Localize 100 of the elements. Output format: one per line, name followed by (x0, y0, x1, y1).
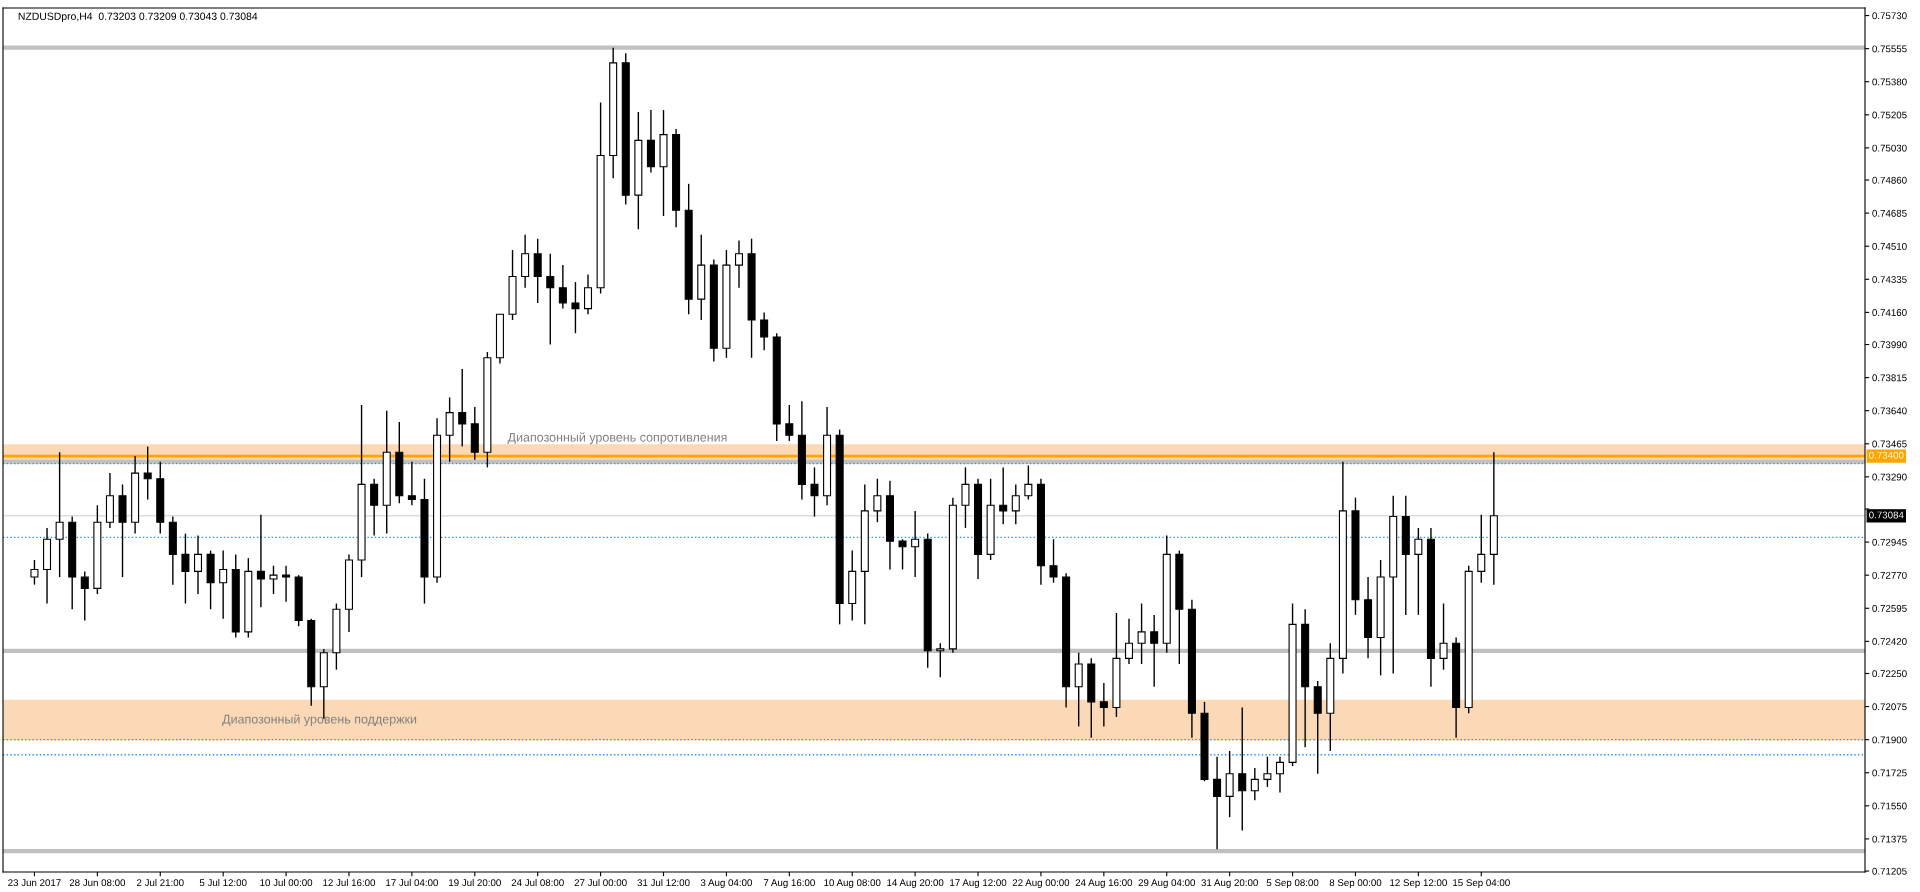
x-tick-label: 24 Jul 08:00 (511, 878, 564, 887)
candlestick (1439, 602, 1448, 671)
chart-title: NZDUSDpro,H4 0.73203 0.73209 0.73043 0.73084 (18, 12, 258, 23)
y-tick-label: 0.73290 (1872, 473, 1907, 481)
candlestick (1099, 682, 1108, 728)
x-tick-label: 3 Aug 04:00 (700, 879, 752, 889)
candlestick (584, 273, 593, 315)
candlestick (873, 478, 882, 523)
y-tick-label: 0.73465 (1872, 440, 1907, 448)
candlestick (961, 466, 970, 529)
candlestick (1074, 651, 1083, 728)
x-tick-label: 12 Sep 12:00 (1390, 879, 1447, 889)
x-tick-label: 7 Aug 16:00 (763, 879, 815, 889)
x-tick-label: 2 Jul 21:00 (136, 878, 184, 887)
y-tick-label: 0.74335 (1872, 276, 1907, 283)
candlestick (785, 404, 794, 442)
x-tick-label: 17 Jul 04:00 (386, 878, 438, 887)
band-label: Диапозонный уровень поддержки (222, 714, 417, 727)
y-tick-label: 0.71900 (1872, 736, 1907, 744)
candlestick (407, 461, 416, 506)
candlestick (760, 311, 769, 351)
y-tick-label: 0.75380 (1872, 78, 1907, 86)
y-tick-label: 0.74160 (1872, 309, 1907, 316)
x-tick-label: 19 Jul 20:00 (449, 878, 501, 887)
candlestick (1213, 755, 1222, 851)
candlestick (458, 368, 467, 448)
candlestick (911, 510, 920, 578)
y-tick-label: 0.75555 (1872, 45, 1907, 53)
candlestick (30, 559, 39, 586)
candlestick (999, 466, 1008, 525)
y-tick-label: 0.72250 (1872, 670, 1907, 678)
x-tick-label: 29 Aug 04:00 (1138, 879, 1196, 889)
x-tick-label: 28 Jun 08:00 (69, 879, 126, 887)
candlestick (1263, 755, 1272, 788)
candlestick (181, 532, 190, 605)
x-tick-label: 14 Aug 20:00 (887, 879, 944, 889)
y-tick-label: 0.75730 (1872, 12, 1907, 20)
candlestick (533, 237, 542, 304)
x-tick-label: 5 Sep 08:00 (1266, 879, 1319, 889)
candlestick (370, 478, 379, 537)
y-tick-label: 0.72945 (1872, 538, 1907, 546)
ref-line-label: 0.73400 (1869, 451, 1904, 459)
candlestick (282, 565, 291, 603)
y-tick-label: 0.74685 (1872, 209, 1907, 217)
candlestick (219, 549, 228, 620)
x-tick-label: 31 Aug 20:00 (1201, 879, 1258, 889)
candlestick (546, 253, 555, 346)
y-tick-label: 0.74510 (1872, 242, 1907, 250)
candlestick (521, 234, 530, 289)
y-tick-label: 0.71205 (1872, 867, 1907, 875)
candlestick (571, 281, 580, 334)
candlestick (1024, 464, 1033, 501)
y-tick-label: 0.71550 (1872, 802, 1907, 810)
candlestick (143, 445, 152, 501)
y-tick-label: 0.73640 (1872, 407, 1907, 415)
candlestick (445, 396, 454, 463)
x-tick-label: 15 Sep 04:00 (1453, 879, 1510, 889)
band-label: Диапозонный уровень сопротивления (507, 432, 727, 445)
candlestick (256, 513, 265, 609)
candlestick (810, 466, 819, 518)
candlestick (936, 642, 945, 678)
candlestick (898, 538, 907, 571)
y-tick-label: 0.72770 (1872, 571, 1907, 579)
x-tick-label: 17 Aug 12:00 (950, 879, 1007, 889)
x-tick-label: 24 Aug 16:00 (1075, 879, 1133, 889)
y-tick-label: 0.72420 (1872, 638, 1907, 645)
candlestick (193, 534, 203, 595)
candlestick (1414, 527, 1423, 616)
candlestick (1275, 755, 1284, 794)
y-tick-label: 0.75205 (1872, 111, 1907, 119)
y-tick-label: 0.72595 (1872, 605, 1907, 612)
x-tick-label: 8 Sep 00:00 (1329, 879, 1382, 889)
y-tick-label: 0.74860 (1872, 176, 1907, 184)
y-tick-label: 0.75030 (1872, 144, 1907, 152)
y-tick-label: 0.73990 (1872, 341, 1907, 349)
x-tick-label: 10 Aug 08:00 (824, 879, 881, 889)
candlestick (1049, 538, 1058, 584)
x-tick-label: 5 Jul 12:00 (199, 878, 247, 887)
candlestick (80, 570, 89, 622)
x-tick-label: 27 Jul 00:00 (574, 878, 627, 887)
candlestick (1250, 767, 1259, 801)
y-tick-label: 0.71375 (1872, 835, 1907, 843)
x-tick-label: 10 Jul 00:00 (260, 878, 313, 887)
x-tick-label: 22 Aug 00:00 (1012, 879, 1070, 889)
y-tick-label: 0.71725 (1872, 769, 1907, 777)
x-tick-label: 23 Jun 2017 (8, 879, 61, 887)
candlestick (1225, 750, 1234, 818)
candlestick (1011, 483, 1020, 525)
candlestick (1124, 617, 1134, 665)
y-tick-label: 0.73815 (1872, 374, 1907, 382)
candlestick (1477, 513, 1486, 584)
candlestick (558, 264, 567, 310)
ref-line-label: 0.73084 (1869, 511, 1904, 519)
x-tick-label: 12 Jul 16:00 (323, 878, 376, 887)
candlestick (734, 239, 744, 289)
candlestick (1238, 706, 1247, 832)
y-tick-label: 0.72075 (1872, 703, 1907, 711)
candlestick (55, 451, 64, 578)
candlestick (269, 565, 278, 595)
candlestick (1137, 602, 1146, 665)
